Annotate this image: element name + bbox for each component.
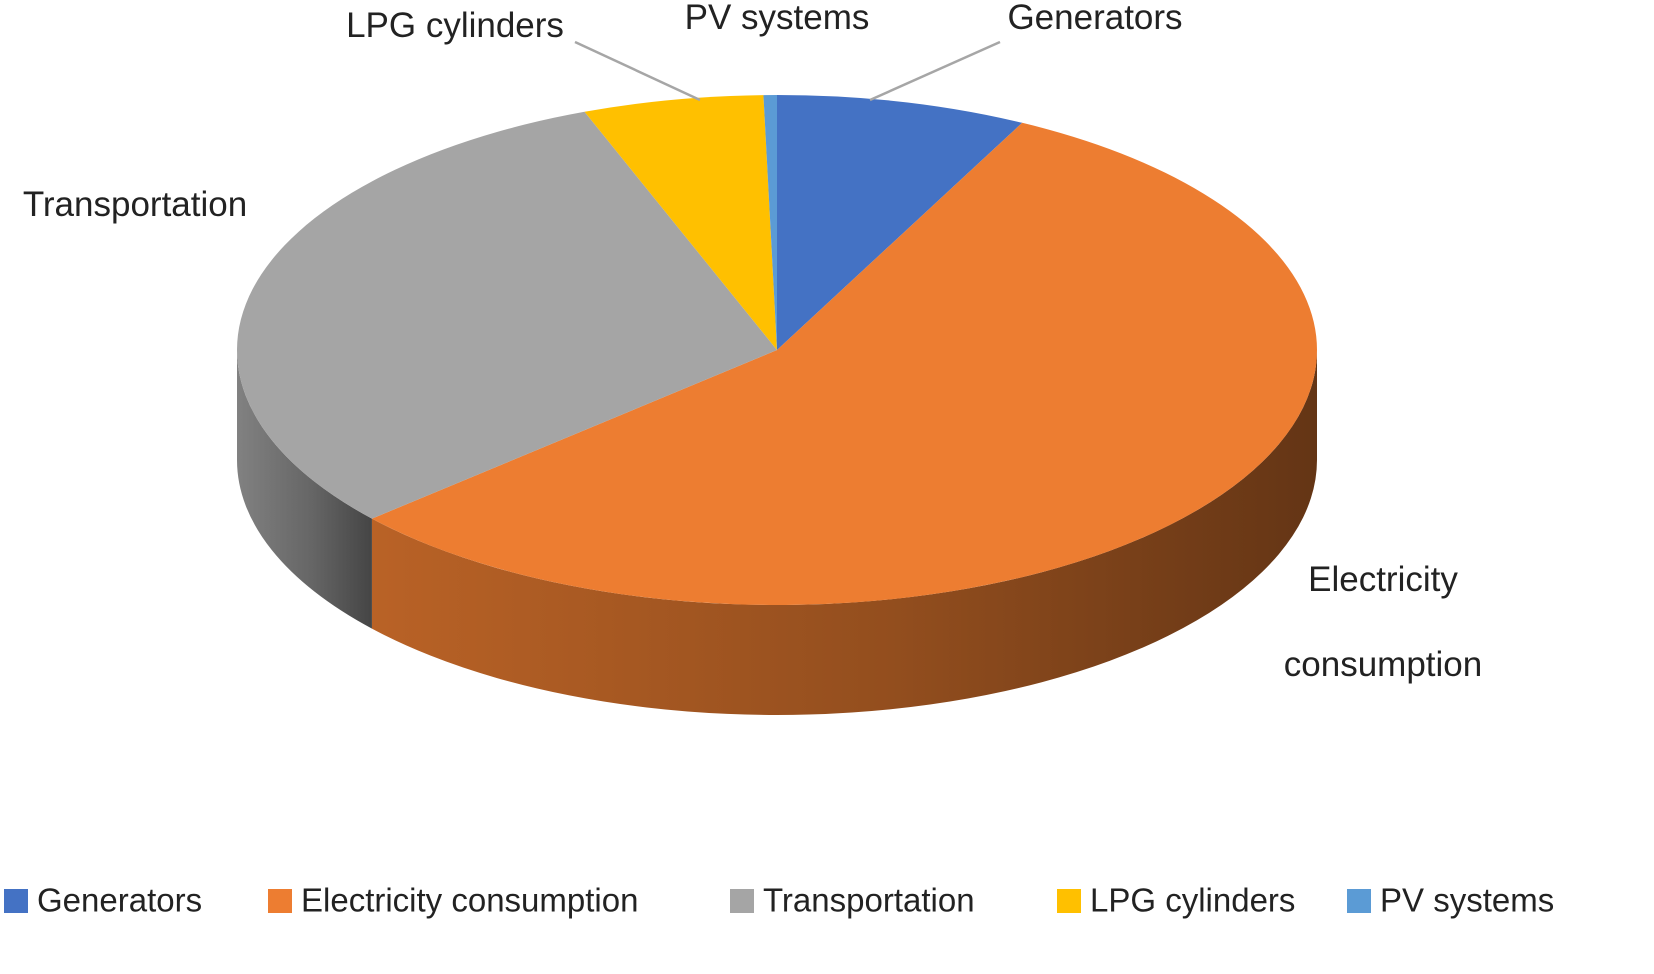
- legend-label-pv-systems: PV systems: [1380, 882, 1554, 919]
- legend-swatch-lpg-cylinders: [1057, 889, 1081, 913]
- legend-label-lpg-cylinders: LPG cylinders: [1090, 882, 1295, 919]
- legend-label-electricity-consumption: Electricity consumption: [301, 882, 638, 919]
- slice-label-generators: Generators: [1007, 0, 1182, 37]
- pie-slice-generators: [777, 95, 1023, 350]
- pie-side-walls: [237, 350, 1317, 716]
- slice-label-transportation: Transportation: [23, 185, 247, 224]
- legend-item-transportation: Transportation: [730, 882, 975, 919]
- slice-label-electricity-consumption: Electricity consumption: [1284, 560, 1482, 684]
- slice-label-pv-systems: PV systems: [685, 0, 870, 37]
- label-leader-lines: [574, 40, 1001, 102]
- legend-label-generators: Generators: [37, 882, 202, 919]
- pie-slice-transportation: [236, 111, 778, 519]
- slice-labels: Generators Electricity consumption Transpor…: [23, 0, 1482, 684]
- legend-swatch-electricity-consumption: [268, 889, 292, 913]
- pie-slice-pv-systems: [763, 95, 777, 350]
- slice-label-lpg-cylinders: LPG cylinders: [346, 6, 564, 45]
- leader-line-lpg-cylinders: [574, 40, 701, 102]
- legend-item-pv-systems: PV systems: [1347, 882, 1554, 919]
- pie-slice-lpg-cylinders: [584, 95, 777, 350]
- pie-top-faces: [236, 95, 1317, 605]
- legend-swatch-transportation: [730, 889, 754, 913]
- legend-label-transportation: Transportation: [763, 882, 975, 919]
- pie-side-transportation: [237, 350, 372, 629]
- legend-swatch-generators: [4, 889, 28, 913]
- legend-item-generators: Generators: [4, 882, 202, 919]
- pie-side-electricity-consumption: [371, 350, 1317, 716]
- legend: Generators Electricity consumption Transpo…: [4, 882, 1554, 919]
- legend-item-electricity-consumption: Electricity consumption: [268, 882, 638, 919]
- leader-line-generators: [869, 40, 1001, 102]
- legend-swatch-pv-systems: [1347, 889, 1371, 913]
- legend-item-lpg-cylinders: LPG cylinders: [1057, 882, 1295, 919]
- pie-slice-electricity-consumption: [371, 122, 1317, 605]
